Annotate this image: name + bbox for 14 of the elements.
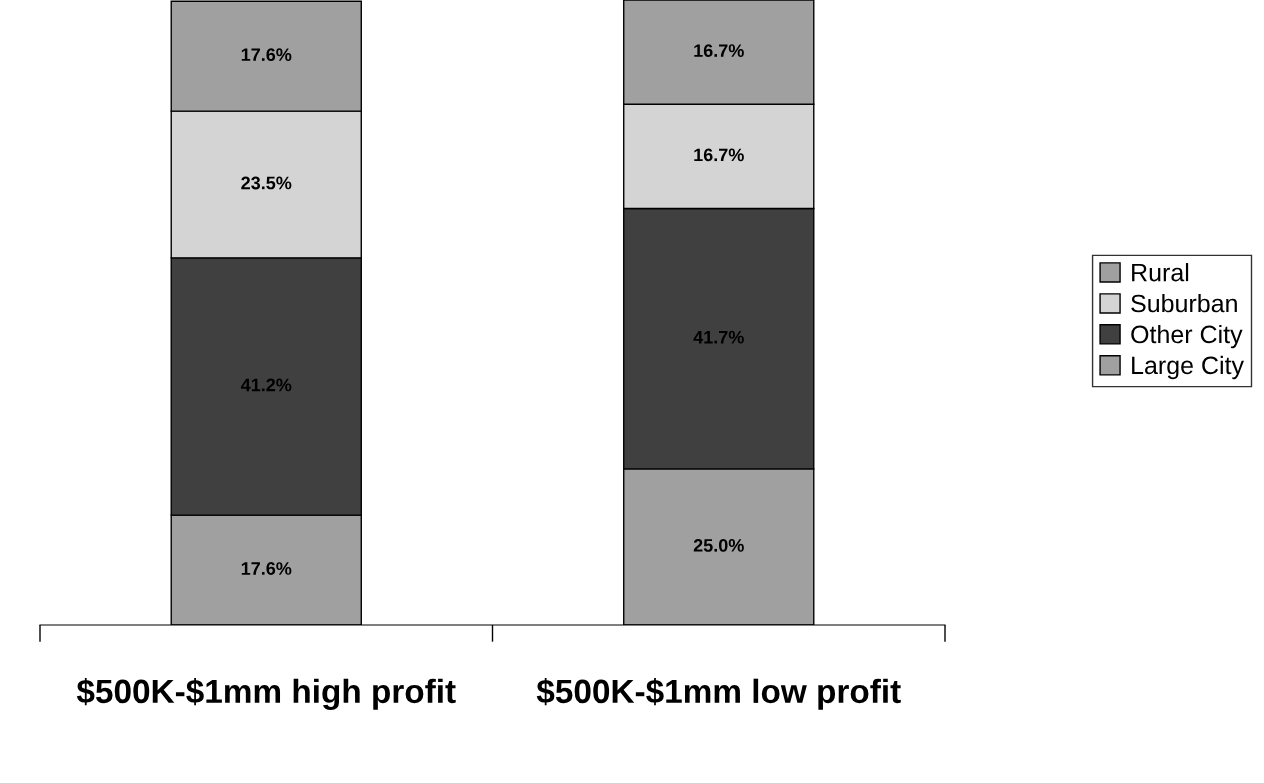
data-label: 23.5% [241, 176, 292, 190]
legend-label: Suburban [1131, 293, 1237, 313]
x-tick-label: $500K-$1mm low profit [536, 678, 901, 710]
data-label: 16.7% [694, 148, 744, 162]
legend-label: Large City [1132, 355, 1244, 380]
data-label: 41.7% [693, 330, 744, 344]
legend-label: Other City [1131, 324, 1243, 349]
x-tick-label: $500K-$1mm high profit [76, 678, 456, 710]
data-label: 41.2% [240, 378, 292, 392]
data-label: 17.6% [241, 48, 292, 62]
data-label: 25.0% [693, 539, 744, 552]
data-label: 16.7% [694, 44, 744, 57]
legend-label: Rural [1132, 263, 1189, 282]
data-label: 17.6% [241, 562, 292, 575]
